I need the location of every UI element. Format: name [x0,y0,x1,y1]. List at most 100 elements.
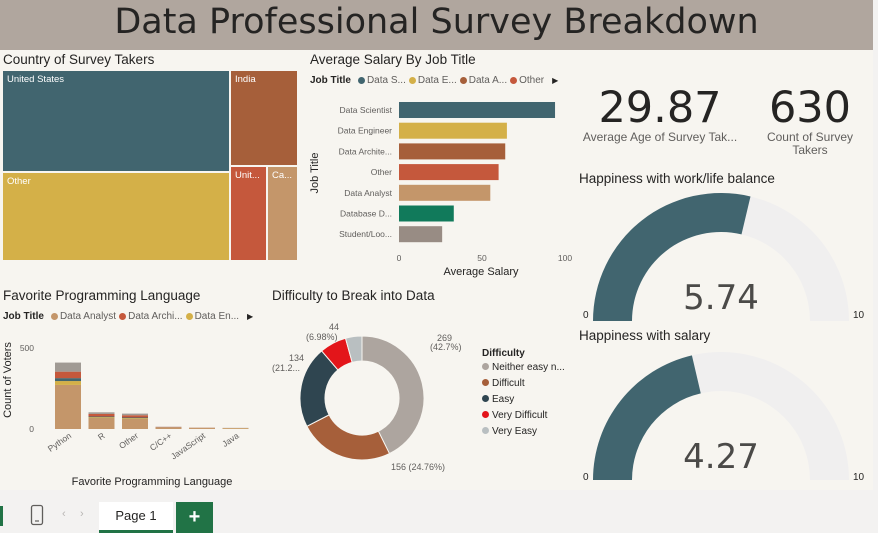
language-bar-segment[interactable] [88,417,115,429]
salary-legend-item[interactable]: Data A... [468,75,508,86]
language-category-label: Java [220,430,241,449]
difficulty-legend-label: Very Easy [492,426,538,437]
difficulty-donut-chart[interactable]: 269 (42.7%) 156 (24.76%) 134 (21.2... 44… [265,315,475,480]
salary-legend-item[interactable]: Other [519,75,545,86]
donut-bar-slice[interactable] [344,335,363,363]
salary-bar[interactable] [399,143,506,160]
salary-bar[interactable] [399,184,491,201]
legend-next-arrow-icon[interactable]: ▶ [552,76,559,85]
salary-category-label: Student/Loo... [339,229,392,239]
difficulty-legend-item[interactable]: Easy [482,394,565,405]
language-bar-segment[interactable] [55,381,81,385]
language-category-label: C/C++ [148,430,174,452]
survey-count-value: 630 [768,83,852,133]
difficulty-legend-label: Neither easy n... [492,362,565,373]
gauge-fill [593,193,751,321]
difficulty-legend-label: Very Difficult [492,410,548,421]
language-y-tick: 500 [20,343,34,353]
language-bar-segment[interactable] [122,418,148,419]
legend-dot [119,313,127,320]
language-bar-segment[interactable] [122,415,148,418]
language-bar-segment[interactable] [222,428,249,429]
gauge-fill [593,355,701,480]
salary-bar[interactable] [399,164,499,181]
language-legend-item[interactable]: Data Archi... [128,311,183,322]
treemap-cell-india[interactable]: India [230,70,298,166]
language-stacked-bar-chart[interactable]: 0 500 Python R Other C/C++JavaScript Java Favor… [0,330,265,490]
language-bar-segment[interactable] [88,412,115,414]
language-bar-segment[interactable] [55,378,81,382]
language-legend-item[interactable]: Data Analyst [59,311,117,322]
language-bar-segment[interactable] [122,413,148,416]
treemap-cell-united-kingdom[interactable]: Unit... [230,166,267,261]
language-bar-segment[interactable] [155,427,182,429]
language-bar-segment[interactable] [55,384,81,429]
page-tab-1[interactable]: Page 1 [99,502,173,533]
donut-bar-slice[interactable] [306,414,391,461]
salary-x-tick: 100 [558,253,572,263]
mobile-view-icon[interactable] [30,504,44,526]
country-visual-title: Country of Survey Takers [3,52,155,67]
survey-count-label: Count of Survey Takers [752,131,868,157]
average-age-label: Average Age of Survey Tak... [582,130,738,144]
survey-count-label-line2: Takers [792,143,828,157]
language-y-axis-title: Count of Voters [2,342,14,418]
salary-legend-item[interactable]: Data S... [366,75,406,86]
legend-dot [510,77,518,84]
worklife-gauge-title: Happiness with work/life balance [579,171,775,186]
salary-legend-item[interactable]: Data E... [417,75,457,86]
data-label: 156 (24.76%) [391,462,445,472]
salary-visual-title: Average Salary By Job Title [310,52,476,67]
language-bar-segment[interactable] [122,418,148,429]
salary-x-tick: 0 [397,253,402,263]
legend-dot [50,313,58,320]
difficulty-legend-item[interactable]: Very Difficult [482,410,565,421]
language-bar-segment[interactable] [55,362,81,372]
language-bar-segment[interactable] [189,428,215,429]
data-label: (42.7%) [430,342,462,352]
salary-bar[interactable] [399,205,454,222]
language-y-tick: 0 [29,424,34,434]
difficulty-legend-item[interactable]: Difficult [482,378,565,389]
difficulty-visual-title: Difficulty to Break into Data [272,288,435,303]
gauge-max-label: 10 [853,310,865,321]
data-label: 134 [289,353,304,363]
language-x-axis-title: Favorite Programming Language [72,476,233,488]
salary-happiness-gauge[interactable]: 4.27 0 10 [576,344,866,484]
legend-next-arrow-icon[interactable]: ▶ [247,312,254,321]
difficulty-legend-item[interactable]: Neither easy n... [482,362,565,373]
donut-bar-slice[interactable] [361,335,425,455]
data-label: 44 [329,322,339,332]
salary-x-axis-title: Average Salary [443,266,519,278]
salary-bar[interactable] [399,226,443,243]
data-label: (6.98%) [306,332,338,342]
salary-category-label: Database D... [340,209,392,219]
language-bar-segment[interactable] [88,416,115,418]
language-legend-label: Job Title [3,311,44,322]
difficulty-legend-title: Difficulty [482,348,525,359]
language-bar-segment[interactable] [88,417,115,418]
language-category-label: Other [117,430,140,450]
worklife-gauge-value: 5.74 [683,278,759,318]
language-legend-item[interactable]: Data En... [194,311,240,322]
treemap-cell-canada[interactable]: Ca... [267,166,298,261]
legend-dot [185,313,193,320]
add-page-button[interactable]: + [176,502,213,533]
data-label: (21.2... [272,363,300,373]
language-category-label: R [96,430,107,442]
language-bar-segment[interactable] [55,371,81,379]
worklife-gauge[interactable]: 5.74 0 10 [576,185,866,325]
language-bar-segment[interactable] [88,413,115,417]
next-page-icon[interactable]: › [80,508,84,520]
salary-category-label: Data Analyst [344,188,392,198]
difficulty-legend-item[interactable]: Very Easy [482,426,565,437]
desktop-view-icon[interactable] [0,506,3,526]
salary-bar[interactable] [399,122,507,139]
report-canvas: Data Professional Survey Breakdown Count… [0,0,873,490]
previous-page-icon[interactable]: ‹ [62,508,66,520]
salary-bar-chart[interactable]: Data Scientist Data Engineer Data Archite.… [300,90,580,285]
treemap-cell-united-states[interactable]: United States [2,70,230,172]
salary-bar[interactable] [399,102,556,118]
language-bar-segment[interactable] [122,417,148,419]
treemap-cell-other[interactable]: Other [2,172,230,261]
